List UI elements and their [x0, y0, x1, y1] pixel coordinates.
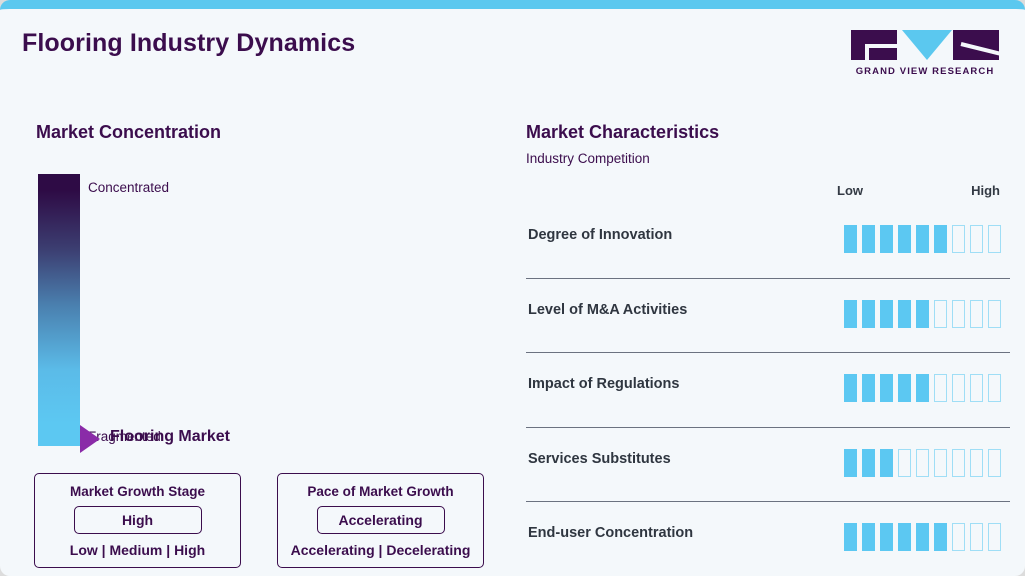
- characteristic-label: Impact of Regulations: [528, 376, 680, 392]
- rating-tick-filled: [880, 225, 893, 253]
- pace-of-market-growth-title: Pace of Market Growth: [307, 484, 454, 499]
- characteristic-rating: [844, 448, 1001, 477]
- rating-tick-filled: [916, 374, 929, 402]
- rating-scale-high-label: High: [971, 183, 1000, 198]
- rating-tick-filled: [880, 523, 893, 551]
- rating-tick-empty: [952, 374, 965, 402]
- stat-boxes: Market Growth Stage High Low | Medium | …: [34, 473, 484, 568]
- rating-tick-filled: [898, 374, 911, 402]
- characteristic-rating: [844, 523, 1001, 551]
- gvr-logo-icon: [851, 30, 999, 60]
- rating-tick-filled: [880, 374, 893, 402]
- rating-tick-filled: [916, 523, 929, 551]
- rating-tick-filled: [862, 225, 875, 253]
- rating-tick-filled: [844, 225, 857, 253]
- rating-tick-filled: [934, 523, 947, 551]
- rating-tick-filled: [898, 225, 911, 253]
- market-growth-stage-options: Low | Medium | High: [69, 542, 206, 558]
- market-characteristics-panel: Market Characteristics Industry Competit…: [512, 94, 1025, 576]
- rating-tick-empty: [970, 523, 983, 551]
- characteristic-rating: [844, 299, 1001, 328]
- rating-tick-empty: [952, 523, 965, 551]
- logo-text: GRAND VIEW RESEARCH: [855, 66, 995, 77]
- rating-tick-empty: [988, 225, 1001, 253]
- rating-tick-empty: [988, 523, 1001, 551]
- logo-v-triangle-icon: [902, 30, 952, 60]
- rating-tick-empty: [988, 374, 1001, 402]
- rating-tick-filled: [862, 299, 875, 328]
- rating-tick-empty: [970, 225, 983, 253]
- market-concentration-panel: Market Concentration Concentrated Fragme…: [0, 94, 512, 576]
- rating-tick-empty: [934, 448, 947, 477]
- characteristic-row: End-user Concentration: [526, 502, 1010, 576]
- characteristic-label: End-user Concentration: [528, 525, 694, 541]
- scale-top-label: Concentrated: [88, 180, 170, 195]
- concentration-scale: [38, 174, 80, 446]
- characteristic-row: Degree of Innovation: [526, 204, 1010, 279]
- market-position-marker-icon: [80, 425, 100, 453]
- pace-of-market-growth-value: Accelerating: [316, 506, 445, 534]
- characteristic-row: Impact of Regulations: [526, 353, 1010, 428]
- rating-tick-filled: [844, 448, 857, 477]
- header: Flooring Industry Dynamics GRAND VIEW RE…: [0, 9, 1025, 94]
- rating-tick-filled: [862, 448, 875, 477]
- rating-tick-filled: [916, 225, 929, 253]
- characteristic-label: Degree of Innovation: [528, 227, 673, 243]
- characteristic-row: Services Substitutes: [526, 428, 1010, 502]
- scale-bottom-label: Fragmented: [88, 429, 161, 444]
- characteristic-label: Services Substitutes: [528, 450, 671, 467]
- rating-tick-filled: [844, 374, 857, 402]
- concentration-gradient-bar: [38, 174, 80, 446]
- rating-tick-filled: [862, 374, 875, 402]
- characteristics-rows: Degree of Innovation Level of M&A Activit…: [526, 204, 1010, 576]
- rating-tick-filled: [880, 448, 893, 477]
- pace-of-market-growth-box: Pace of Market Growth Accelerating Accel…: [277, 473, 484, 568]
- market-concentration-title: Market Concentration: [36, 122, 222, 142]
- market-growth-stage-value: High: [73, 506, 202, 534]
- rating-tick-empty: [970, 299, 983, 328]
- rating-tick-filled: [916, 299, 929, 328]
- logo-g-mark: [851, 30, 897, 60]
- logo-r-mark: [953, 30, 999, 60]
- rating-tick-empty: [952, 448, 965, 477]
- rating-tick-empty: [952, 299, 965, 328]
- rating-tick-empty: [988, 299, 1001, 328]
- rating-tick-empty: [934, 374, 947, 402]
- rating-tick-empty: [898, 448, 911, 477]
- rating-scale-low-label: Low: [837, 183, 863, 198]
- rating-tick-empty: [952, 225, 965, 253]
- rating-tick-empty: [970, 374, 983, 402]
- rating-tick-filled: [844, 299, 857, 328]
- characteristic-rating: [844, 374, 1001, 402]
- rating-tick-filled: [862, 523, 875, 551]
- rating-tick-empty: [934, 299, 947, 328]
- rating-tick-filled: [844, 523, 857, 551]
- market-position-label: Flooring Market: [110, 428, 231, 445]
- market-characteristics-title: Market Characteristics: [526, 122, 720, 142]
- rating-tick-filled: [898, 299, 911, 328]
- grand-view-research-logo: GRAND VIEW RESEARCH: [851, 30, 999, 77]
- characteristic-row: Level of M&A Activities: [526, 279, 1010, 353]
- market-characteristics-subtitle: Industry Competition: [526, 151, 650, 166]
- rating-tick-empty: [970, 448, 983, 477]
- rating-tick-filled: [880, 299, 893, 328]
- characteristic-label: Level of M&A Activities: [528, 301, 688, 318]
- rating-tick-empty: [916, 448, 929, 477]
- rating-tick-filled: [934, 225, 947, 253]
- market-growth-stage-box: Market Growth Stage High Low | Medium | …: [34, 473, 241, 568]
- rating-tick-filled: [898, 523, 911, 551]
- market-growth-stage-title: Market Growth Stage: [69, 484, 206, 499]
- characteristic-rating: [844, 225, 1001, 253]
- rating-tick-empty: [988, 448, 1001, 477]
- page-title: Flooring Industry Dynamics: [22, 29, 356, 57]
- rating-scale-header: Low High: [837, 183, 1000, 198]
- pace-of-market-growth-options: Accelerating | Decelerating: [290, 542, 471, 558]
